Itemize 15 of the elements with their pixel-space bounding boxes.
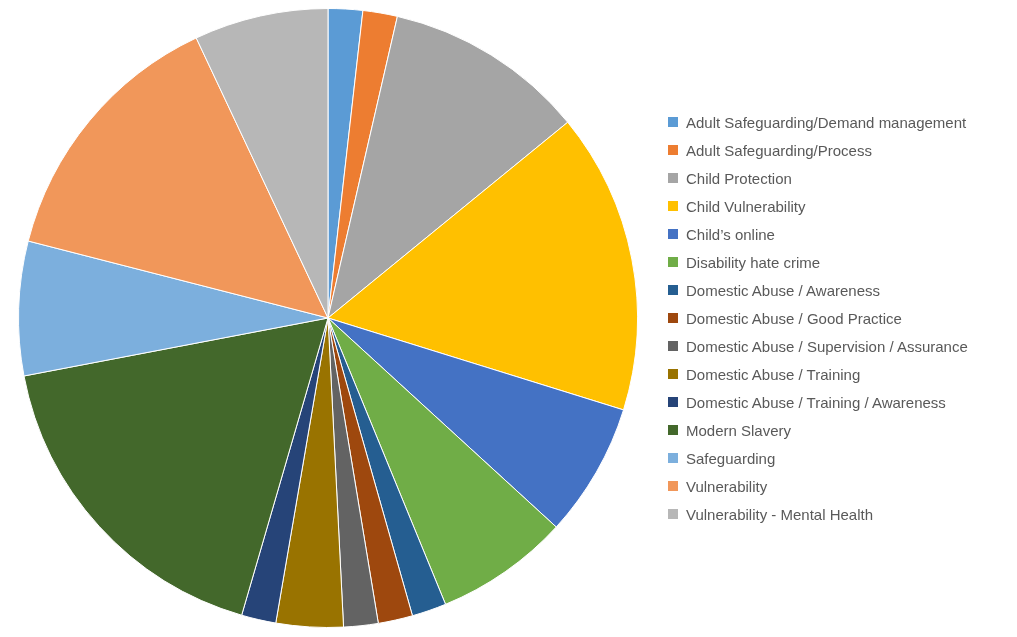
legend-label: Domestic Abuse / Good Practice [686, 309, 902, 327]
legend-label: Vulnerability - Mental Health [686, 505, 874, 523]
legend-label: Child Vulnerability [686, 197, 806, 215]
legend-label: Adult Safeguarding/Demand management [686, 113, 967, 131]
legend-label: Domestic Abuse / Training [686, 365, 861, 383]
legend-label: Domestic Abuse / Training / Awareness [686, 393, 946, 411]
legend-label: Child’s online [686, 225, 775, 243]
legend-label: Domestic Abuse / Supervision / Assurance [686, 337, 968, 355]
legend-label: Safeguarding [686, 449, 776, 467]
legend-label: Domestic Abuse / Awareness [686, 281, 880, 299]
legend-label: Child Protection [686, 169, 792, 187]
legend-label: Disability hate crime [686, 253, 821, 271]
legend-label: Adult Safeguarding/Process [686, 141, 872, 159]
legend-label: Vulnerability [686, 477, 768, 495]
legend-label: Modern Slavery [686, 421, 792, 439]
